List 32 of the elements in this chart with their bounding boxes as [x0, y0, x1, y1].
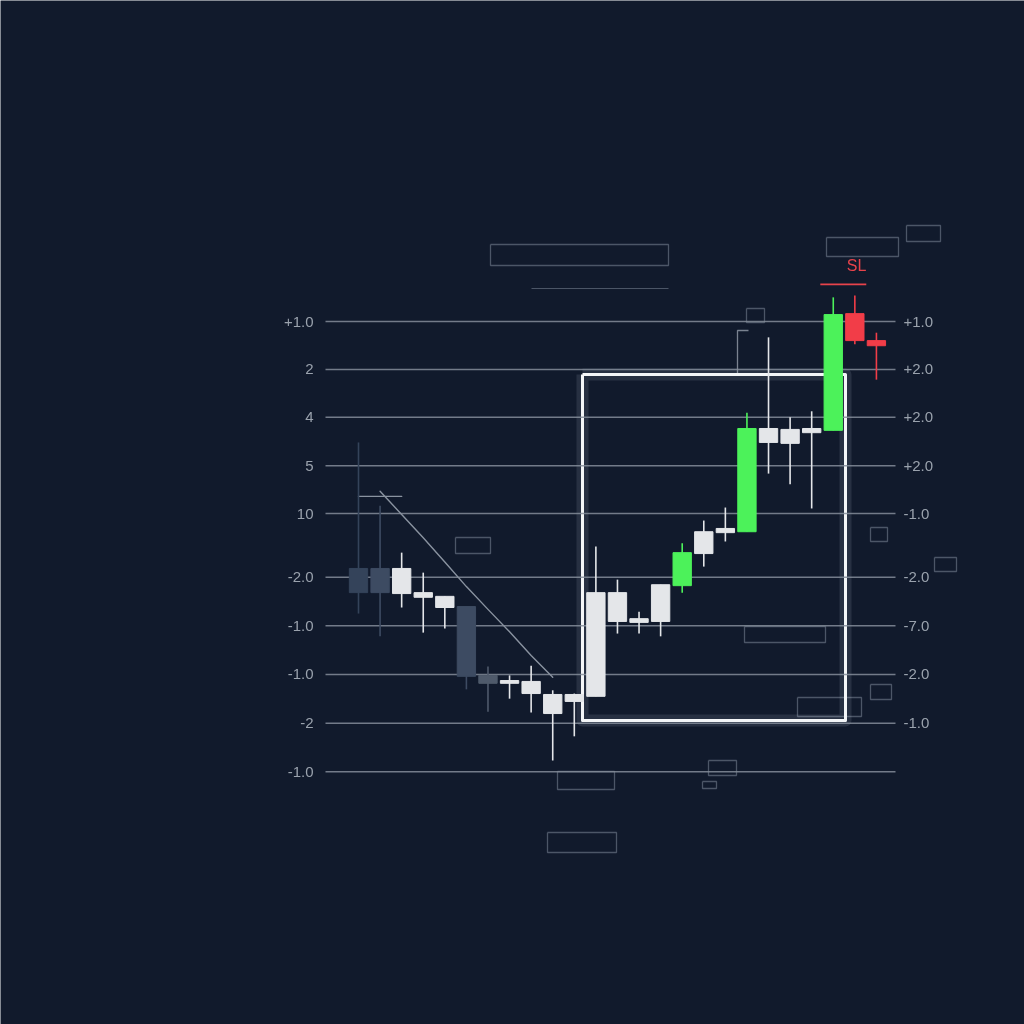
candlestick: [435, 595, 455, 630]
text: -1.0: [287, 762, 314, 780]
text: -2.0: [287, 568, 314, 586]
text: -1.0: [287, 616, 314, 634]
text: -1.0: [287, 665, 314, 683]
text: +1.0: [903, 312, 934, 330]
text: -2.0: [903, 665, 930, 683]
text: -1.0: [903, 504, 930, 522]
candlestick: [715, 506, 736, 543]
text: -1.0: [903, 714, 930, 732]
candlestick: [478, 665, 498, 713]
ref-line-label: SL: [846, 257, 867, 275]
text: 4: [305, 408, 314, 426]
text: -2.0: [903, 568, 930, 586]
text: 2: [305, 360, 314, 378]
text: -2: [300, 714, 314, 732]
candlestick: [694, 519, 714, 568]
candlestick: [780, 416, 800, 486]
text: 5: [305, 456, 314, 474]
text: -7.0: [903, 616, 930, 634]
candlestick: [758, 336, 779, 475]
text: +2.0: [903, 360, 934, 378]
text: +2.0: [903, 456, 934, 474]
candlestick: [866, 331, 887, 381]
text: +2.0: [903, 408, 934, 426]
candlestick: [413, 571, 433, 634]
text: 10: [296, 504, 314, 522]
candlestick: [802, 410, 822, 510]
text: +1.0: [283, 312, 314, 330]
candlestick: [499, 674, 520, 700]
candlestick: [521, 664, 541, 714]
candlestick: [629, 610, 649, 635]
